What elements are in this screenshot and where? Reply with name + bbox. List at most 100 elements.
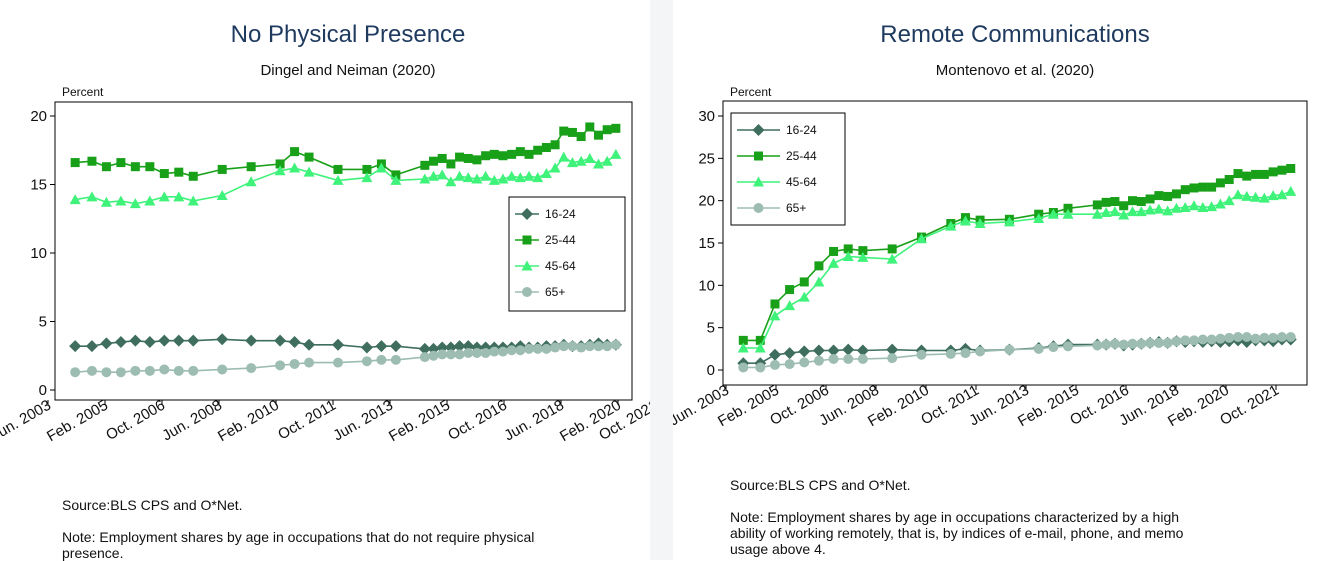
data-point <box>1198 182 1208 192</box>
data-point <box>497 346 508 357</box>
data-point <box>1033 343 1044 354</box>
data-point <box>173 365 184 376</box>
y-tick-label: 5 <box>707 320 715 337</box>
data-point <box>567 341 578 352</box>
data-point <box>975 346 986 357</box>
data-point <box>886 253 898 264</box>
data-point <box>1189 183 1199 193</box>
y-tick-label: 10 <box>30 245 47 262</box>
data-point <box>114 336 127 349</box>
data-point <box>1091 208 1103 219</box>
data-point <box>1135 206 1147 217</box>
data-point <box>533 145 543 155</box>
data-point <box>1276 189 1288 200</box>
data-point <box>602 341 613 352</box>
data-point <box>304 357 315 368</box>
data-point <box>1153 203 1165 214</box>
data-point <box>1127 338 1138 349</box>
data-point <box>567 127 577 137</box>
data-point <box>86 365 97 376</box>
data-point <box>1286 163 1296 173</box>
data-point <box>549 162 561 173</box>
data-point <box>188 365 199 376</box>
data-point <box>389 340 402 353</box>
chart-source: Source:BLS CPS and O*Net. <box>62 497 243 513</box>
data-point <box>303 166 315 177</box>
data-point <box>1033 212 1045 223</box>
legend-entry-label: 65+ <box>545 285 565 299</box>
y-tick-label: 0 <box>707 362 715 379</box>
data-point <box>550 140 560 150</box>
data-point <box>798 345 811 358</box>
data-point <box>462 172 474 183</box>
data-point <box>769 359 780 370</box>
data-point <box>1063 341 1074 352</box>
data-point <box>812 344 825 357</box>
data-point <box>945 220 957 231</box>
data-point <box>144 195 156 206</box>
data-point <box>158 191 170 202</box>
data-point <box>1180 185 1190 195</box>
data-point <box>87 156 97 166</box>
data-point <box>1154 191 1164 201</box>
data-point <box>1136 197 1146 207</box>
data-point <box>463 153 473 163</box>
data-point <box>471 348 482 359</box>
data-point <box>445 349 456 360</box>
data-point <box>1101 339 1112 350</box>
data-point <box>480 170 492 181</box>
data-point <box>69 194 81 205</box>
y-tick-label: 0 <box>39 382 47 399</box>
data-point <box>489 346 500 357</box>
data-point <box>1048 342 1059 353</box>
data-point <box>376 354 387 365</box>
data-point <box>593 341 604 352</box>
data-point <box>828 257 840 268</box>
legend-marker <box>754 151 763 161</box>
y-tick-label: 15 <box>698 235 715 252</box>
data-point <box>813 276 825 287</box>
data-point <box>1241 190 1253 201</box>
data-point <box>558 341 569 352</box>
y-tick-label: 25 <box>698 150 715 167</box>
data-point <box>289 358 300 369</box>
chart-subtitle: Montenovo et al. (2020) <box>936 62 1094 79</box>
data-point <box>1189 335 1200 346</box>
chart-legend: 16-24 25-44 45-64 65+ <box>730 112 846 226</box>
x-tick-label: Jun. 2018 <box>501 397 567 445</box>
data-point <box>575 155 587 166</box>
data-point <box>1215 333 1226 344</box>
data-point <box>332 357 343 368</box>
data-point <box>842 251 854 262</box>
data-point <box>143 336 156 349</box>
chart-source: Source:BLS CPS and O*Net. <box>730 477 911 493</box>
chart-svg-remote-communications: Remote Communications Montenovo et al. (2… <box>673 21 1308 430</box>
data-point <box>959 215 971 226</box>
legend-marker <box>522 287 532 297</box>
data-point <box>1003 216 1015 227</box>
series-45-64 <box>737 185 1297 353</box>
data-point <box>1277 165 1287 175</box>
data-point <box>814 261 824 271</box>
data-point <box>1171 336 1182 347</box>
data-point <box>1136 338 1147 349</box>
data-point <box>100 196 112 207</box>
data-point <box>1047 208 1059 219</box>
data-point <box>827 344 840 357</box>
data-point <box>419 173 431 184</box>
data-point <box>1100 207 1112 218</box>
data-point <box>602 125 612 135</box>
chart-panel-remote-communications: Remote Communications Montenovo et al. (2… <box>673 0 1323 560</box>
data-point <box>738 362 749 373</box>
data-point <box>1118 339 1129 350</box>
data-point <box>1259 169 1269 179</box>
data-point <box>887 244 897 254</box>
data-point <box>1092 340 1103 351</box>
data-point <box>1250 191 1262 202</box>
data-point <box>1242 171 1252 181</box>
data-point <box>541 343 552 354</box>
data-point <box>129 334 142 347</box>
data-point <box>1214 198 1226 209</box>
data-point <box>1285 331 1296 342</box>
data-point <box>361 356 372 367</box>
